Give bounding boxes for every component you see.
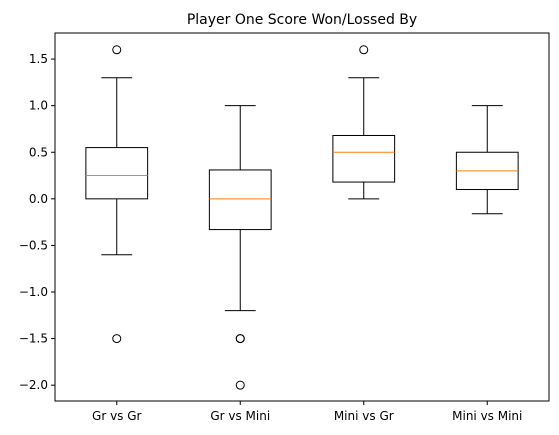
outlier-point <box>359 45 369 55</box>
y-tick-label: 1.0 <box>29 99 48 113</box>
y-tick-label: −2.0 <box>19 378 48 392</box>
outlier-point <box>112 334 122 344</box>
y-tick-label: 0.0 <box>29 192 48 206</box>
box <box>332 134 396 183</box>
x-tick-label: Gr vs Mini <box>210 409 270 423</box>
x-tick-label: Mini vs Mini <box>452 409 522 423</box>
y-tick-label: −0.5 <box>19 238 48 252</box>
y-tick-label: −1.0 <box>19 285 48 299</box>
x-tick-label: Gr vs Gr <box>92 409 142 423</box>
box <box>85 147 149 200</box>
y-tick-label: −1.5 <box>19 332 48 346</box>
outlier-point <box>235 380 245 390</box>
y-tick-label: 0.5 <box>29 145 48 159</box>
box <box>208 169 272 231</box>
chart-title: Player One Score Won/Lossed By <box>187 12 417 28</box>
outlier-point <box>112 45 122 55</box>
y-tick-label: 1.5 <box>29 52 48 66</box>
outlier-point <box>235 334 245 344</box>
x-tick-label: Mini vs Gr <box>334 409 394 423</box>
plot-area: −2.0 −1.5 −1.0 −0.5 0.0 0.5 1.0 1.5 Gr vs Gr Gr v… <box>19 45 522 423</box>
axes-frame <box>54 32 550 402</box>
